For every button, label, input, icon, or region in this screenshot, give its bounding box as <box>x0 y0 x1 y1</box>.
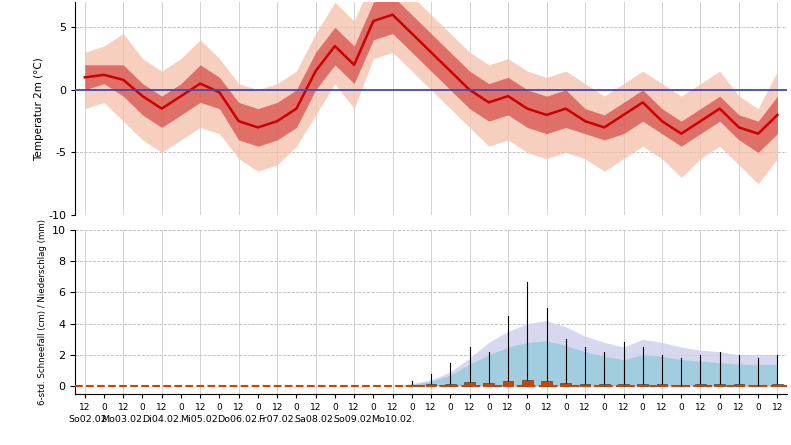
Text: Mi05.02.: Mi05.02. <box>180 415 221 424</box>
Bar <box>522 380 532 386</box>
Bar <box>753 385 763 386</box>
Y-axis label: Temperatur 2m (°C): Temperatur 2m (°C) <box>34 57 44 161</box>
Bar <box>772 384 783 386</box>
Text: So02.02.: So02.02. <box>69 415 111 424</box>
Bar <box>657 384 668 386</box>
Bar <box>695 384 706 386</box>
Text: Mo10.02.: Mo10.02. <box>371 415 414 424</box>
Bar <box>502 380 513 386</box>
Bar <box>560 383 571 386</box>
Text: Do06.02.: Do06.02. <box>218 415 260 424</box>
Text: Sa08.02.: Sa08.02. <box>295 415 337 424</box>
Bar <box>676 385 687 386</box>
Bar <box>618 384 629 386</box>
Bar <box>464 382 475 386</box>
Bar <box>599 384 610 386</box>
Bar <box>445 384 456 386</box>
Bar <box>580 384 590 386</box>
Text: Mo03.02.: Mo03.02. <box>101 415 146 424</box>
Text: So09.02.: So09.02. <box>333 415 375 424</box>
Bar <box>638 384 648 386</box>
Bar <box>733 384 744 386</box>
Bar <box>407 385 417 386</box>
Bar <box>426 384 437 386</box>
Y-axis label: 6-std. Schneefall (cm) / Niederschlag (mm): 6-std. Schneefall (cm) / Niederschlag (m… <box>38 219 47 405</box>
Bar <box>714 384 725 386</box>
Bar <box>541 380 552 386</box>
Text: Fr07.02.: Fr07.02. <box>258 415 297 424</box>
Bar <box>483 383 494 386</box>
Text: Di04.02.: Di04.02. <box>142 415 182 424</box>
